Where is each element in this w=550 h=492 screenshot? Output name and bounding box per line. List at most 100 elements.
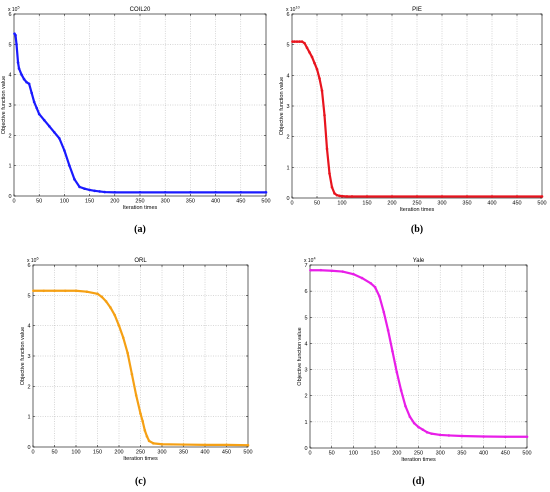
- data-point: [85, 290, 89, 293]
- data-point: [352, 272, 355, 276]
- data-point: [333, 192, 336, 195]
- data-point: [319, 268, 323, 272]
- x-axis-label: Iteration times: [123, 205, 158, 211]
- data-point: [338, 194, 341, 198]
- data-point: [320, 89, 324, 92]
- data-point: [391, 349, 394, 353]
- data-point: [447, 434, 451, 437]
- x-tick-label: 200: [114, 450, 123, 456]
- data-point: [130, 372, 134, 376]
- data-point: [239, 191, 243, 194]
- data-point: [264, 191, 268, 194]
- x-tick-label: 250: [135, 199, 144, 205]
- data-point: [126, 351, 129, 355]
- data-point: [490, 195, 494, 198]
- data-point: [382, 310, 386, 314]
- data-point: [163, 191, 167, 194]
- y-tick-label: 0: [8, 194, 11, 200]
- x-tick-label: 100: [60, 199, 69, 205]
- x-tick-label: 0: [31, 450, 34, 456]
- x-tick-label: 300: [161, 199, 170, 205]
- data-point: [100, 295, 104, 299]
- y-tick-label: 3: [27, 354, 30, 360]
- data-point: [182, 443, 185, 446]
- data-point: [504, 435, 507, 439]
- y-tick-label: 4: [286, 73, 289, 79]
- data-point: [73, 178, 76, 181]
- series-points: [32, 289, 250, 447]
- x-tick-label: 100: [349, 451, 358, 457]
- data-point: [515, 195, 519, 198]
- data-point: [53, 289, 56, 293]
- y-tick-label: 2: [304, 394, 307, 400]
- y-tick-label: 5: [27, 293, 30, 299]
- data-point: [122, 336, 125, 340]
- data-point: [32, 289, 35, 293]
- x-tick-label: 450: [512, 201, 521, 207]
- x-tick-label: 0: [290, 201, 293, 207]
- data-point: [83, 187, 86, 191]
- data-point: [310, 55, 314, 59]
- y-tick-label: 6: [304, 289, 307, 295]
- data-point: [22, 77, 26, 81]
- x-tick-label: 250: [136, 450, 145, 456]
- data-point: [37, 112, 41, 116]
- chart-title: Yale: [413, 258, 425, 264]
- data-point: [408, 415, 412, 418]
- y-tick-label: 4: [8, 73, 11, 79]
- data-point: [328, 172, 331, 175]
- data-point: [160, 442, 164, 446]
- y-tick-label: 6: [8, 12, 11, 18]
- data-point: [323, 113, 326, 117]
- chart-panel-pie: 0 50 100 150 200 250 300 350 400 450 500 0 1 2 3 4 5 6x 1…: [279, 6, 547, 236]
- x-tick-label: 450: [222, 450, 231, 456]
- data-point: [78, 185, 81, 189]
- data-point: [295, 40, 299, 43]
- y-exponent-label: x 104: [304, 257, 316, 265]
- data-point: [440, 195, 444, 198]
- x-tick-label: 100: [71, 450, 80, 456]
- y-tick-label: 5: [304, 315, 307, 321]
- data-point: [138, 191, 142, 194]
- data-point: [404, 404, 407, 408]
- data-point: [14, 33, 17, 37]
- y-exponent-label: x 1010: [286, 6, 300, 14]
- x-tick-label: 500: [261, 199, 270, 205]
- data-point: [415, 195, 419, 198]
- data-point: [103, 190, 107, 194]
- data-point: [98, 190, 101, 193]
- x-tick-label: 500: [243, 450, 252, 456]
- y-tick-label: 2: [8, 133, 11, 139]
- data-point: [438, 433, 442, 437]
- y-axis-label: Objective function value: [1, 76, 7, 134]
- data-point: [395, 370, 399, 374]
- x-tick-label: 50: [314, 201, 320, 207]
- data-point: [430, 432, 433, 435]
- y-tick-label: 0: [286, 196, 289, 202]
- data-point: [330, 185, 334, 189]
- panel-caption: (a): [134, 224, 146, 235]
- data-point: [390, 195, 394, 198]
- y-axis-label: Objective function value: [297, 327, 303, 385]
- data-point: [305, 46, 309, 50]
- data-point: [525, 435, 529, 439]
- chart-panel-orl: 0 50 100 150 200 250 300 350 400 450 500 0 1 2 3 4 5 6x 1…: [20, 257, 253, 488]
- data-point: [330, 269, 334, 273]
- chart-title: COIL20: [130, 7, 151, 13]
- data-point: [58, 137, 61, 140]
- x-tick-label: 500: [522, 451, 531, 457]
- y-tick-label: 5: [286, 43, 289, 49]
- data-point: [68, 164, 71, 167]
- y-tick-label: 5: [8, 42, 11, 48]
- x-tick-label: 350: [179, 450, 188, 456]
- y-tick-label: 2: [286, 135, 289, 141]
- y-tick-label: 4: [27, 324, 30, 330]
- x-tick-label: 0: [308, 451, 311, 457]
- panel-caption: (c): [135, 476, 146, 487]
- data-point: [291, 40, 294, 43]
- x-tick-label: 350: [462, 201, 471, 207]
- y-tick-label: 6: [27, 263, 30, 269]
- data-point: [308, 51, 311, 54]
- y-tick-label: 3: [286, 104, 289, 110]
- data-point: [104, 300, 108, 303]
